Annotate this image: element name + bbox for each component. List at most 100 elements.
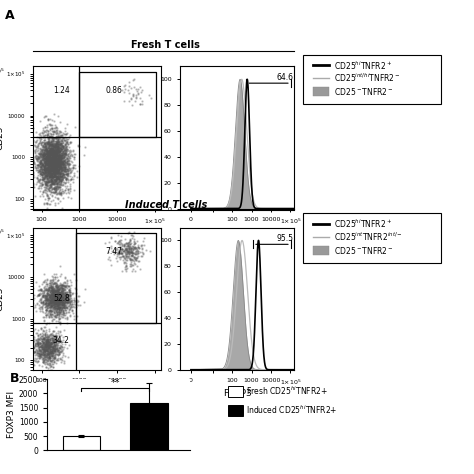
Point [49,177,56,185]
Point [62,156,69,164]
Point [54,291,62,298]
Point [55,190,63,197]
Point [63,296,71,303]
Point [59,158,66,166]
Point [46,184,54,192]
Point [51,305,58,312]
Point [55,294,62,302]
Point [113,253,121,260]
Point [51,128,58,136]
Point [55,286,62,293]
Point [47,177,55,184]
Point [60,307,67,315]
Point [49,163,57,170]
Point [57,167,64,175]
Point [56,180,64,187]
Point [61,282,68,290]
Point [58,285,65,292]
Point [52,313,60,321]
Point [57,140,65,148]
Point [59,153,66,161]
Point [44,152,52,159]
Point [122,267,129,274]
Point [43,178,50,186]
Point [34,345,41,352]
Point [46,141,53,148]
Point [52,180,59,187]
Point [42,331,49,338]
Point [117,242,124,249]
Point [45,133,53,140]
Point [46,347,54,355]
Point [45,313,52,320]
Point [48,126,55,133]
Point [38,332,46,339]
Point [46,168,54,175]
Point [51,294,58,301]
Point [51,128,58,136]
Point [46,164,54,171]
Point [35,150,43,158]
Point [52,154,59,161]
Point [47,150,55,158]
Point [64,290,71,298]
Point [56,297,64,305]
Point [43,153,50,161]
Point [39,151,47,159]
Point [52,177,59,185]
Point [34,176,42,184]
Point [29,142,37,149]
Point [64,166,71,174]
Point [38,355,46,363]
Point [45,293,53,301]
Point [56,158,64,166]
Point [48,334,55,341]
Point [59,294,67,302]
Point [50,298,58,305]
Point [57,146,65,154]
Point [65,133,73,141]
Point [50,155,58,162]
Point [41,143,49,151]
Point [56,279,64,286]
Point [49,158,57,166]
Point [48,192,56,200]
Point [36,333,44,341]
Point [51,179,59,186]
Point [52,282,60,290]
Point [47,148,55,156]
Point [47,283,55,291]
Point [52,163,60,171]
Point [35,140,42,148]
Point [53,179,61,186]
Point [35,339,42,346]
Point [31,347,39,355]
Point [44,342,51,350]
Point [49,156,56,164]
Point [48,349,56,357]
Point [43,335,51,342]
Point [55,283,62,291]
Point [46,155,54,163]
Point [55,308,63,316]
Point [47,357,55,365]
Point [56,168,64,176]
Point [58,166,66,174]
Point [38,350,46,357]
Point [51,143,59,151]
Point [57,305,65,313]
Point [54,301,62,308]
Point [34,155,41,163]
Point [51,188,58,196]
Point [64,353,72,361]
Point [53,150,60,157]
Point [120,98,128,105]
Point [63,165,71,173]
Point [45,350,53,357]
Point [45,153,53,160]
Point [59,291,67,298]
Point [31,149,39,156]
Point [37,165,45,173]
Point [68,151,75,158]
Point [55,350,63,357]
